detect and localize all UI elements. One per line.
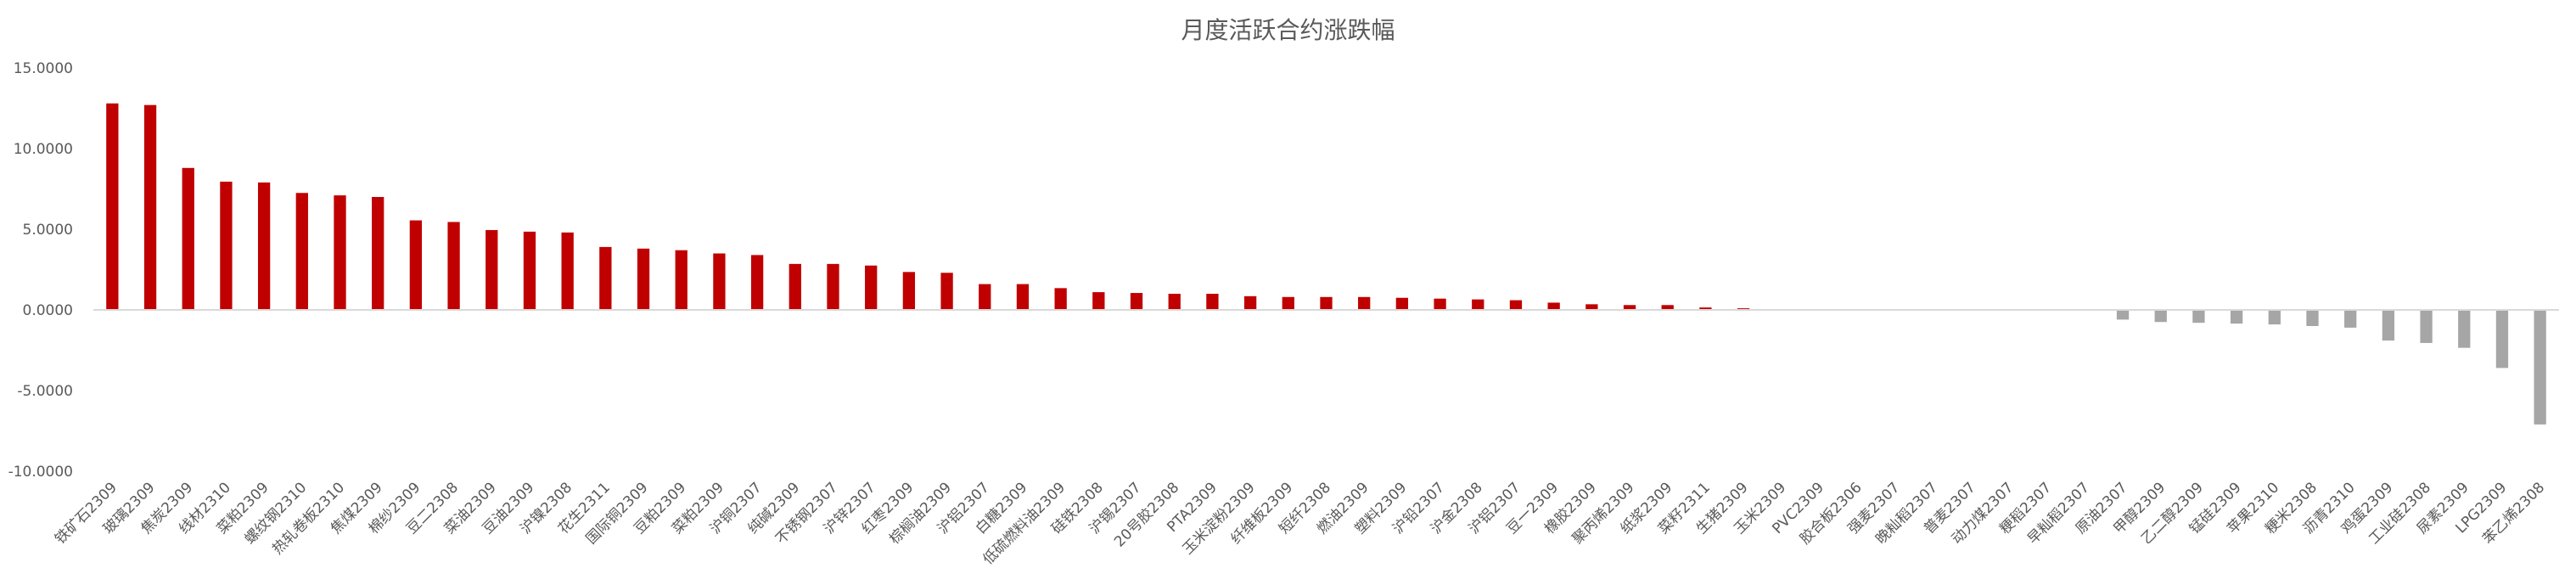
bar xyxy=(750,255,764,310)
bar xyxy=(1168,294,1181,310)
y-tick-label: 15.0000 xyxy=(14,60,73,77)
bar xyxy=(1358,296,1371,310)
bar xyxy=(1509,300,1523,310)
bar xyxy=(2116,310,2130,320)
bar xyxy=(447,222,460,310)
bar xyxy=(372,197,384,310)
y-tick-label: 0.0000 xyxy=(23,302,73,319)
bar xyxy=(2495,310,2509,368)
bar xyxy=(1472,299,1484,310)
bar xyxy=(485,229,498,310)
bar xyxy=(561,232,574,310)
y-tick-label: 5.0000 xyxy=(23,222,73,239)
bar xyxy=(1243,295,1257,310)
y-tick-label: 10.0000 xyxy=(14,141,73,158)
bar xyxy=(599,246,612,310)
bar xyxy=(1016,284,1030,310)
bar xyxy=(1547,302,1560,310)
bar xyxy=(1054,288,1067,310)
y-tick-label: -5.0000 xyxy=(17,383,73,400)
bar xyxy=(940,273,953,310)
y-tick-label: -10.0000 xyxy=(8,464,73,481)
x-tick-label: 铁矿石2309 xyxy=(52,479,121,548)
bar xyxy=(257,182,271,310)
bar xyxy=(2192,310,2205,323)
bar xyxy=(1395,297,1409,310)
bar xyxy=(1434,298,1446,310)
bar xyxy=(2344,310,2357,328)
bar xyxy=(1320,296,1333,310)
bar xyxy=(409,220,423,310)
bar xyxy=(789,263,801,310)
bar xyxy=(1623,305,1636,310)
bar xyxy=(334,195,346,310)
bar xyxy=(295,193,308,310)
bar xyxy=(2268,310,2281,325)
bar xyxy=(1585,304,1598,310)
bar xyxy=(2534,310,2546,425)
bar xyxy=(523,231,536,310)
bar xyxy=(902,272,916,310)
bar xyxy=(2306,310,2319,326)
bar xyxy=(2230,310,2243,324)
bar xyxy=(2458,310,2471,348)
bar xyxy=(1282,296,1294,310)
bar xyxy=(220,181,233,310)
chart-title: 月度活跃合约涨跌幅 xyxy=(1181,16,1395,44)
bar xyxy=(143,104,157,310)
bar xyxy=(1130,293,1143,310)
bar xyxy=(713,253,726,310)
bar xyxy=(865,265,878,310)
bar xyxy=(2420,310,2433,343)
bar xyxy=(637,248,650,310)
bar xyxy=(979,284,991,310)
bar xyxy=(1206,294,1219,310)
bar xyxy=(106,103,119,310)
bar xyxy=(1661,305,1674,310)
bar xyxy=(827,263,839,310)
bar xyxy=(675,250,687,310)
bar xyxy=(1092,292,1105,310)
bar xyxy=(2154,310,2167,323)
bar xyxy=(2382,310,2395,341)
bar xyxy=(182,167,194,310)
bar xyxy=(1699,307,1712,310)
